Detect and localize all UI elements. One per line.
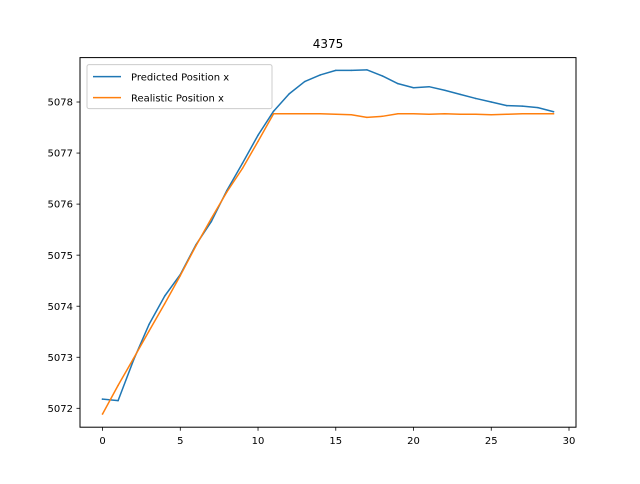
x-tick-label: 25 <box>485 436 498 447</box>
data-point <box>101 413 104 415</box>
data-point <box>335 113 337 116</box>
data-point <box>101 398 104 400</box>
data-point <box>303 113 306 115</box>
data-point <box>272 113 275 115</box>
data-point <box>397 82 399 85</box>
series-1 <box>101 113 555 415</box>
x-tick-label: 0 <box>99 436 105 447</box>
data-point <box>443 113 446 115</box>
data-point <box>521 113 524 115</box>
data-point <box>537 113 539 115</box>
data-point <box>521 105 524 107</box>
data-point <box>319 74 321 76</box>
data-point <box>257 140 259 143</box>
data-point <box>335 69 337 72</box>
data-point <box>163 302 166 305</box>
legend-entry-1: Realistic Position x <box>93 94 224 105</box>
data-point <box>226 191 228 193</box>
x-tick-label: 10 <box>252 436 265 447</box>
x-tick-label: 5 <box>177 436 183 447</box>
data-point <box>552 113 555 115</box>
data-point <box>490 101 493 103</box>
data-point <box>459 113 461 116</box>
legend-entry-0: Predicted Position x <box>93 73 229 84</box>
data-point <box>350 69 353 72</box>
data-point <box>195 245 197 247</box>
data-point <box>443 89 446 92</box>
data-point <box>428 85 430 88</box>
y-tick-label: 5074 <box>48 302 73 313</box>
data-point <box>397 113 399 115</box>
series-line-0 <box>101 69 555 402</box>
data-point <box>210 220 213 223</box>
y-tick-label: 5077 <box>48 149 73 160</box>
data-point <box>366 116 368 119</box>
data-point <box>552 110 555 113</box>
x-tick-label: 20 <box>407 436 420 447</box>
series-layer <box>101 69 555 415</box>
y-tick-label: 5072 <box>48 404 73 415</box>
data-point <box>257 134 259 136</box>
data-point <box>148 323 150 325</box>
y-axis: 5072 5073 5074 5075 5076 5077 5078 <box>48 98 80 415</box>
legend-label: Realistic Position x <box>131 94 224 105</box>
data-point <box>381 115 384 118</box>
y-tick-label: 5075 <box>48 251 73 262</box>
data-point <box>241 162 244 165</box>
y-tick-label: 5078 <box>48 98 73 109</box>
data-point <box>288 113 290 115</box>
data-point <box>474 97 477 100</box>
legend-box <box>86 64 273 110</box>
data-point <box>117 384 119 387</box>
data-point <box>319 113 321 115</box>
data-point <box>412 86 415 89</box>
y-tick-label: 5073 <box>48 353 73 364</box>
data-point <box>210 217 213 220</box>
data-point <box>163 295 166 297</box>
data-point <box>490 114 493 116</box>
series-line-1 <box>101 113 555 415</box>
x-tick-label: 30 <box>563 436 576 447</box>
chart-title: 4375 <box>313 37 344 51</box>
x-tick-label: 15 <box>329 436 342 447</box>
data-point <box>428 113 430 116</box>
data-point <box>288 93 290 95</box>
data-point <box>350 114 353 116</box>
data-point <box>303 80 306 83</box>
data-point <box>381 75 384 77</box>
data-point <box>117 399 119 402</box>
data-point <box>506 104 508 107</box>
data-point <box>132 357 135 360</box>
data-point <box>179 274 182 277</box>
x-axis: 0 5 10 15 20 25 30 <box>99 427 575 447</box>
data-point <box>506 113 508 116</box>
data-point <box>148 329 150 332</box>
data-point <box>459 93 461 96</box>
data-point <box>241 167 244 170</box>
data-point <box>474 113 477 116</box>
legend: Predicted Position x Realistic Position x <box>86 64 273 110</box>
plot-frame <box>79 57 577 428</box>
y-tick-label: 5076 <box>48 200 73 211</box>
data-point <box>537 106 539 109</box>
data-point <box>272 110 275 112</box>
legend-label: Predicted Position x <box>131 73 229 84</box>
data-point <box>366 69 368 71</box>
data-point <box>412 113 415 115</box>
